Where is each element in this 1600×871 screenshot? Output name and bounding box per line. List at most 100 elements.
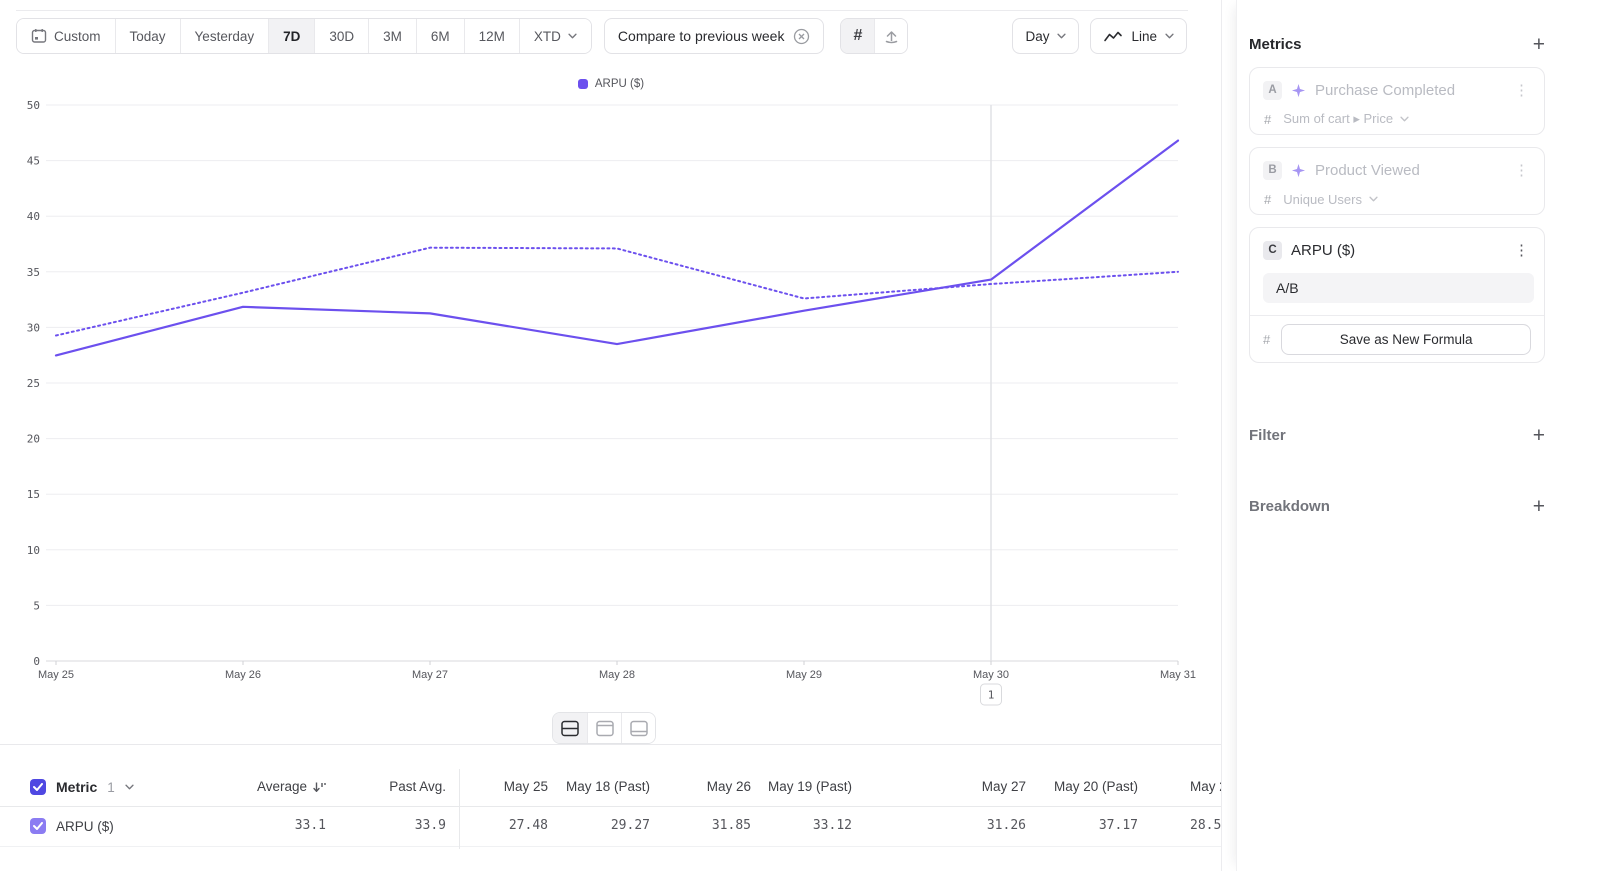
row-checkbox[interactable] (30, 818, 46, 834)
metric-badge: C (1263, 240, 1282, 260)
formula-input[interactable] (1263, 273, 1534, 303)
chart-legend: ARPU ($) (0, 78, 1221, 90)
cell-value-clipped: 28.5 (1190, 818, 1222, 833)
svg-text:0: 0 (33, 655, 40, 668)
bottom-panel-view-icon (629, 720, 648, 736)
chart-only-view-button[interactable] (587, 713, 621, 743)
line-chart-icon (1104, 31, 1123, 41)
compare-chip[interactable]: Compare to previous week (603, 18, 825, 54)
legend-swatch (577, 79, 588, 89)
breakdown-section-title: Breakdown (1249, 498, 1330, 515)
remove-compare-icon[interactable] (793, 28, 810, 45)
date-range-yesterday[interactable]: Yesterday (179, 19, 269, 53)
legend-label: ARPU ($) (594, 78, 645, 90)
measure-selector[interactable]: Unique Users (1283, 192, 1378, 207)
column-header[interactable]: May 25 (503, 779, 548, 794)
view-layout-toggle-group (552, 712, 656, 744)
date-range-6m[interactable]: 6M (415, 19, 464, 53)
add-filter-button[interactable]: + (1532, 424, 1545, 447)
query-sidebar: Metrics + A Purchase Completed ⋮ # Sum o… (1236, 0, 1600, 871)
chevron-down-icon (1369, 196, 1378, 202)
split-view-button[interactable] (553, 713, 587, 743)
cell-past-avg: 33.9 (414, 818, 446, 833)
interval-dropdown[interactable]: Day (1012, 18, 1080, 54)
column-header-clipped[interactable]: May 2 (1190, 779, 1221, 794)
column-header[interactable]: May 20 (Past) (1053, 779, 1138, 794)
svg-text:5: 5 (33, 599, 40, 612)
compare-chip-label: Compare to previous week (617, 28, 785, 44)
metric-count: 1 (107, 779, 115, 795)
date-range-30d[interactable]: 30D (314, 19, 369, 53)
column-header-average[interactable]: Average (257, 768, 326, 806)
cell-value: 29.27 (610, 818, 650, 833)
svg-text:40: 40 (27, 210, 40, 223)
metric-card-c[interactable]: C ARPU ($) ⋮ # Save as New Formula (1249, 227, 1545, 363)
table-only-view-button[interactable] (621, 713, 655, 743)
svg-text:45: 45 (27, 155, 40, 168)
date-range-12m[interactable]: 12M (463, 19, 519, 53)
toolbar: Custom Today Yesterday 7D 30D 3M 6M 12M … (16, 18, 1187, 54)
date-range-today[interactable]: Today (114, 19, 180, 53)
top-divider (16, 10, 1188, 11)
date-range-3m[interactable]: 3M (368, 19, 416, 53)
split-view-icon (561, 720, 579, 736)
kebab-menu-icon[interactable]: ⋮ (1514, 161, 1529, 179)
overlay-toggle-group: # (840, 18, 909, 54)
add-metric-button[interactable]: + (1532, 33, 1545, 56)
card-divider (1250, 315, 1544, 316)
cell-average: 33.1 (294, 818, 326, 833)
column-header[interactable]: May 27 (981, 779, 1026, 794)
values-toggle-button[interactable]: # (841, 19, 875, 53)
date-range-group: Custom Today Yesterday 7D 30D 3M 6M 12M … (16, 18, 592, 54)
kebab-menu-icon[interactable]: ⋮ (1514, 81, 1529, 99)
chevron-down-icon[interactable] (125, 784, 134, 790)
date-range-custom[interactable]: Custom (17, 19, 115, 53)
chart-canvas[interactable]: 0 5 10 15 20 25 30 35 40 45 50 1 May 25 May 26 May 27 M… (0, 0, 1222, 745)
cell-value: 37.17 (1098, 818, 1138, 833)
sort-icon (313, 770, 326, 808)
chart-type-dropdown[interactable]: Line (1090, 18, 1187, 54)
svg-text:35: 35 (27, 266, 40, 279)
kebab-menu-icon[interactable]: ⋮ (1514, 241, 1529, 259)
measure-type-icon: # (1263, 331, 1271, 347)
svg-text:15: 15 (27, 488, 40, 501)
cell-value: 31.85 (711, 818, 751, 833)
annotations-toggle-button[interactable] (874, 19, 908, 53)
metric-card-a[interactable]: A Purchase Completed ⋮ # Sum of cart ▸ P… (1249, 67, 1545, 135)
chart-type-label: Line (1131, 28, 1157, 44)
interval-dropdown-label: Day (1025, 28, 1050, 44)
add-breakdown-button[interactable]: + (1532, 495, 1545, 518)
annotation-marker-icon (885, 30, 898, 43)
column-header[interactable]: May 18 (Past) (565, 779, 650, 794)
cell-value: 31.26 (986, 818, 1026, 833)
sparkle-icon (1291, 163, 1306, 177)
svg-text:10: 10 (27, 544, 40, 557)
filter-section-title: Filter (1249, 427, 1286, 444)
measure-selector[interactable]: Sum of cart ▸ Price (1283, 111, 1409, 127)
measure-type-icon: # (1264, 191, 1272, 207)
table-column-divider (459, 769, 460, 849)
date-range-7d[interactable]: 7D (268, 19, 315, 53)
chart-panel: Custom Today Yesterday 7D 30D 3M 6M 12M … (0, 0, 1222, 871)
date-range-label: Custom (54, 28, 101, 44)
column-header[interactable]: May 26 (706, 779, 751, 794)
select-all-checkbox[interactable] (30, 779, 46, 795)
chevron-down-icon (568, 33, 577, 39)
metric-name: Purchase Completed (1315, 81, 1456, 99)
save-formula-button[interactable]: Save as New Formula (1281, 323, 1531, 355)
metrics-section-title: Metrics (1249, 36, 1302, 53)
calendar-icon (31, 29, 47, 43)
column-header-past-avg[interactable]: Past Avg. (389, 779, 446, 794)
cell-value: 33.12 (812, 818, 852, 833)
row-metric-label: ARPU ($) (56, 818, 114, 834)
metric-card-b[interactable]: B Product Viewed ⋮ # Unique Users (1249, 147, 1545, 215)
svg-text:May 25: May 25 (38, 669, 74, 681)
metric-badge: B (1263, 160, 1282, 180)
date-range-xtd[interactable]: XTD (518, 19, 591, 53)
svg-text:1: 1 (988, 689, 995, 702)
svg-text:May 31: May 31 (1160, 669, 1196, 681)
hash-icon: # (853, 27, 863, 44)
chevron-down-icon (1165, 33, 1174, 39)
column-header[interactable]: May 19 (Past) (767, 779, 852, 794)
svg-text:May 28: May 28 (599, 669, 635, 681)
